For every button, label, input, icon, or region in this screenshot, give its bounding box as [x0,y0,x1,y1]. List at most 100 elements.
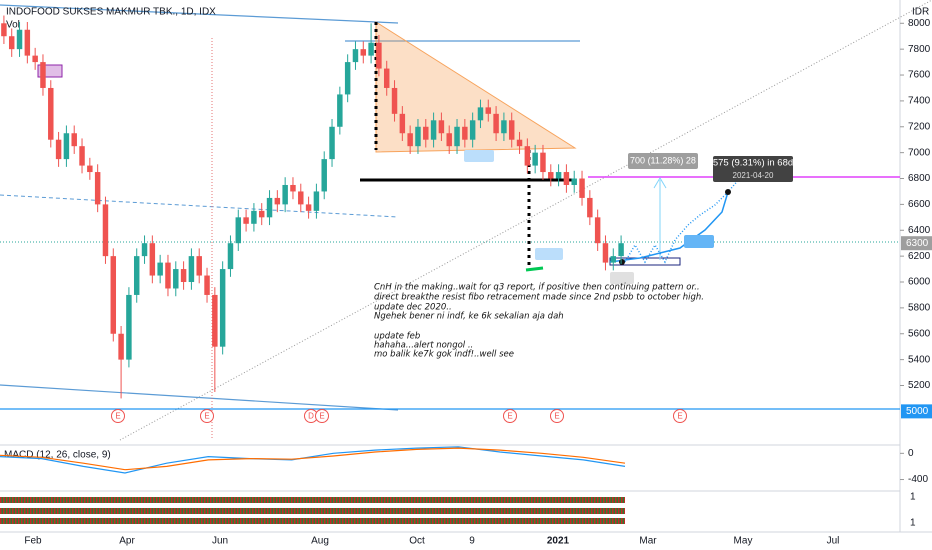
currency-label: IDR [912,7,929,18]
candle-body [227,243,234,270]
x-tick-label: Jul [827,536,840,547]
candle-body [149,243,156,276]
candle-body [1,23,7,37]
y-tick-label: 5800 [908,303,931,314]
candle-body [446,133,452,147]
candle-body [438,120,445,134]
candle-body [126,294,132,360]
projection [624,177,741,264]
candle-body [251,210,257,224]
candle-body [63,133,70,160]
candle-body [594,217,601,244]
y-tick-label: 5600 [908,328,931,339]
price-badge [901,236,932,251]
candle-body [407,133,413,147]
candle-body [563,172,570,185]
candle-body [157,262,163,276]
candle-body [329,126,335,160]
candle-body [501,120,507,134]
candle-body [508,120,515,140]
y-tick-label: 7200 [908,121,931,132]
candle-body [79,146,85,166]
trend-line [0,4,399,24]
volume-label: Vol [6,20,20,31]
price-badge [901,404,932,419]
candle-body [587,197,593,218]
callout [464,150,494,162]
y-tick-label: 6600 [908,199,931,210]
candle-body [602,243,609,263]
candle-body [141,243,148,257]
candle-body [173,269,179,289]
candle-body [48,87,54,140]
x-tick-label: Apr [119,536,135,547]
y-tick-label: 1 [910,492,916,503]
candle-body [118,333,124,360]
x-tick-label: Mar [639,536,657,547]
candle-body [532,152,538,166]
macd-title: MACD (12, 26, close, 9) [4,450,111,461]
candle-body [430,120,437,140]
note-line: update dec 2020.. [374,303,452,313]
callout [535,248,563,260]
y-tick-label: 8000 [908,18,931,29]
note-line: CnH in the making..wait for q3 report, i… [374,283,700,293]
trend-line [119,0,932,441]
target-line [525,266,544,272]
candle-body [55,139,62,160]
candle-body [415,126,421,147]
candle-body [313,191,320,211]
candle-body [391,87,398,114]
x-tick-label: Jun [212,536,228,547]
candle-body [548,172,554,179]
y-tick-label: 7800 [908,44,931,55]
y-tick-label: 6000 [908,277,931,288]
indicator-strip [0,508,625,514]
candle-body [32,55,38,63]
candle-body [360,49,367,56]
point [725,189,731,195]
price-badge-label: 5000 [906,406,929,417]
candle-body [305,204,312,211]
event-marker [200,409,214,423]
note-line: mo balik ke7k gok indf!..well see [374,350,514,360]
measure-label: 575 (9.31%) in 68d [713,158,793,169]
candle-body [423,126,429,140]
note-line: Ngehek bener ni indf, ke 6k sekalian aja… [374,312,564,322]
event-marker [550,409,564,423]
candle-body [243,217,249,224]
candle-body [610,256,617,263]
candle-body [188,256,195,283]
indicator-strip [0,497,625,503]
macd-line [0,447,626,471]
callout [610,272,634,284]
event-label: E [507,412,512,421]
note-line: hahaha...alert nongol .. [374,341,473,351]
candle-body [196,256,202,276]
candle-body [298,191,304,205]
candle-body [344,62,351,95]
x-tick-label: 9 [469,536,475,547]
candle-body [16,29,23,50]
y-tick-label: 7000 [908,147,931,158]
candle-body [540,152,546,173]
event-marker [673,409,687,423]
candle-body [290,184,296,192]
event-label: D [308,412,314,421]
candle-body [87,165,93,173]
event-label: E [115,412,120,421]
candle-body [376,42,382,69]
candle-body [204,275,210,295]
y-tick-label: 5200 [908,380,931,391]
candle-body [337,94,343,127]
candle-body [8,36,15,50]
point [619,259,625,265]
y-tick-label: 6800 [908,173,931,184]
y-tick-label: 0 [908,448,914,459]
x-tick-label: May [734,536,753,547]
candle-body [555,172,562,179]
event-label: E [554,412,559,421]
candle-body [493,113,499,134]
